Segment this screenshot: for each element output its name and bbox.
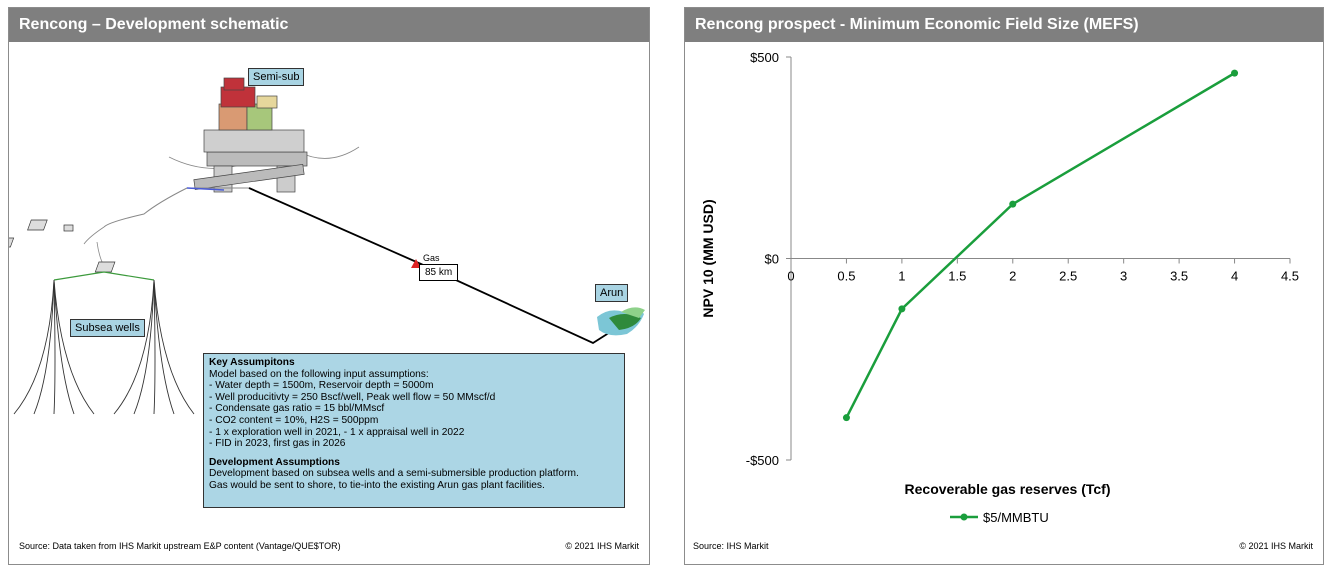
riser — [186, 187, 225, 191]
assumption-line: Model based on the following input assum… — [209, 368, 429, 380]
x-tick-label: 1 — [898, 269, 905, 284]
x-tick-label: 2.5 — [1059, 269, 1077, 284]
legend-marker — [960, 513, 968, 521]
schematic-drawing: Gas — [9, 77, 645, 415]
semisub-platform-icon — [193, 77, 308, 193]
development-line: Development based on subsea wells and a … — [209, 468, 579, 480]
right-source: Source: IHS Markit — [693, 541, 769, 551]
left-copyright: © 2021 IHS Markit — [565, 541, 639, 551]
y-tick-label: $500 — [750, 50, 779, 65]
data-point — [898, 305, 906, 313]
left-panel-title: Rencong – Development schematic — [9, 8, 649, 42]
y-tick-label: $0 — [765, 252, 779, 267]
right-panel-title: Rencong prospect - Minimum Economic Fiel… — [685, 8, 1323, 42]
gas-label: Gas — [423, 253, 440, 263]
assumption-line: - Water depth = 1500m, Reservoir depth =… — [209, 380, 434, 392]
assumption-line: - FID in 2023, first gas in 2026 — [209, 438, 346, 450]
right-copyright: © 2021 IHS Markit — [1239, 541, 1313, 551]
flowline — [83, 226, 105, 267]
gas-flow-arrow-icon — [411, 259, 421, 268]
mefs-chart-panel: Rencong prospect - Minimum Economic Fiel… — [684, 7, 1324, 565]
semisub-label: Semi-sub — [248, 68, 305, 86]
series-line — [845, 72, 1236, 419]
x-tick-label: 0 — [787, 269, 794, 284]
flowline — [103, 187, 249, 228]
y-tick-label: -$500 — [746, 453, 779, 468]
development-schematic-panel: Rencong – Development schematic — [8, 7, 650, 565]
key-assumptions-box: Key Assumpitons Model based on the follo… — [203, 353, 625, 508]
subsea-manifold-icon — [9, 219, 116, 273]
data-point — [842, 414, 850, 422]
assumption-line: - 1 x exploration well in 2021, - 1 x ap… — [209, 426, 465, 438]
assumption-line: - Condensate gas ratio = 15 bbl/MMscf — [209, 403, 385, 415]
x-tick-label: 3.5 — [1170, 269, 1188, 284]
left-source: Source: Data taken from IHS Markit upstr… — [19, 541, 341, 551]
data-point — [1231, 69, 1239, 77]
distance-label: 85 km — [419, 264, 459, 281]
key-assumptions-heading: Key Assumpitons — [209, 357, 295, 368]
development-assumptions-heading: Development Assumptions — [209, 456, 340, 468]
subsea-wells-label: Subsea wells — [70, 319, 145, 337]
x-tick-label: 2 — [1009, 269, 1016, 284]
subsea-wells-trajectories — [13, 279, 195, 415]
x-axis-label: Recoverable gas reserves (Tcf) — [905, 481, 1111, 497]
arun-coastline-icon — [597, 307, 645, 336]
mefs-line-chart: $500 $0 -$500 0 0.5 1 1.5 2 2.5 3 3.5 4 4.5 Recoverab… — [700, 50, 1299, 525]
data-point — [1009, 200, 1017, 208]
x-tick-label: 0.5 — [837, 269, 855, 284]
development-line: Gas would be sent to shore, to tie-into … — [209, 479, 545, 491]
x-tick-label: 4.5 — [1281, 269, 1299, 284]
sea-wave — [298, 146, 360, 159]
x-tick-label: 3 — [1120, 269, 1127, 284]
legend-label: $5/MMBTU — [983, 510, 1049, 525]
assumption-line: - Well producitivty = 250 Bscf/well, Pea… — [209, 391, 496, 403]
x-tick-label: 4 — [1231, 269, 1238, 284]
arun-label: Arun — [595, 284, 629, 302]
well-connector — [53, 271, 155, 281]
x-tick-label: 1.5 — [948, 269, 966, 284]
assumption-line: - CO2 content = 10%, H2S = 500ppm — [209, 414, 379, 426]
y-axis-label: NPV 10 (MM USD) — [700, 199, 716, 317]
